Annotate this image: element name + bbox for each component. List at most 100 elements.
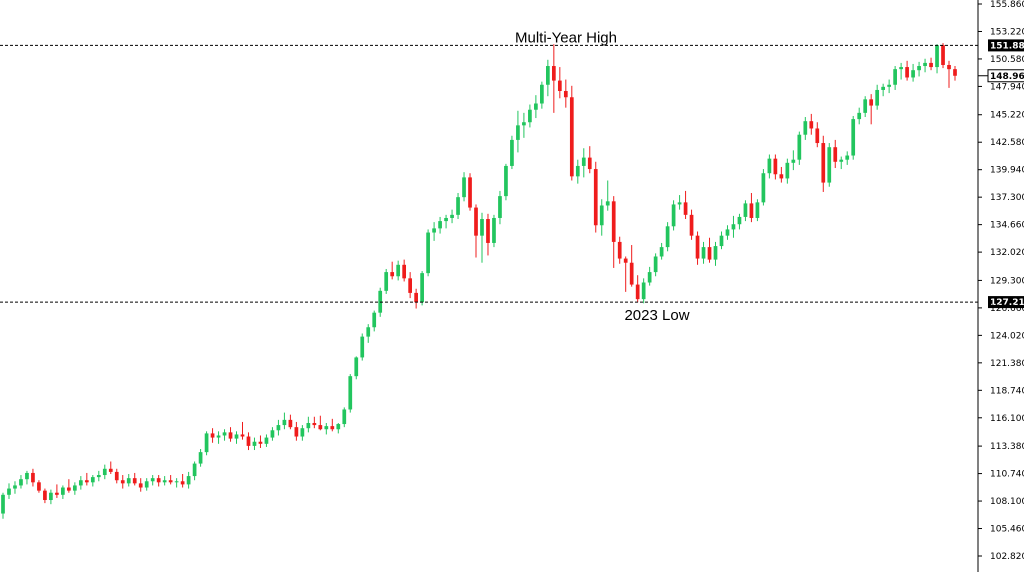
candle (605, 180, 610, 211)
candle-body (516, 125, 520, 140)
candle (623, 256, 628, 292)
candle-body (827, 147, 832, 183)
candle (31, 468, 35, 487)
candle-body (438, 221, 442, 229)
candle-body (629, 262, 634, 285)
candle-body (330, 426, 335, 430)
candle-body (641, 282, 646, 300)
candle (629, 245, 634, 287)
candle (701, 241, 706, 264)
y-tick-label: 118.740 (990, 386, 1024, 396)
candle (845, 151, 850, 165)
candle-body (498, 196, 502, 218)
candle (396, 260, 401, 281)
candle-body (204, 433, 209, 453)
candle-body (510, 139, 514, 166)
candle-body (174, 481, 179, 483)
candle (917, 61, 921, 77)
candle (210, 428, 215, 443)
y-tick-label: 155.860 (990, 0, 1024, 10)
candle-body (551, 66, 556, 81)
multi-year-high-price-tag (988, 39, 1024, 52)
candle-body (689, 214, 694, 236)
y-tick-label: 124.020 (990, 331, 1024, 341)
candle-body (420, 273, 424, 303)
candle-body (150, 478, 155, 482)
candle (114, 468, 119, 484)
candle (647, 266, 652, 286)
multi-year-high-price-label: 151.882 (990, 41, 1024, 51)
candle (510, 135, 514, 170)
candle-body (815, 128, 820, 144)
candle-body (144, 481, 149, 488)
candle-body (396, 264, 401, 277)
candle (258, 435, 263, 448)
candle (803, 117, 808, 140)
candle (270, 427, 275, 441)
candle-body (593, 169, 598, 226)
candle (306, 416, 311, 433)
candle-body (833, 147, 838, 162)
candle (516, 110, 520, 153)
candle (78, 476, 83, 490)
candle-body (534, 103, 538, 110)
candle-body (857, 112, 862, 120)
candle-body (731, 224, 736, 230)
candle (779, 166, 784, 183)
candle (821, 135, 826, 192)
candle (120, 475, 125, 489)
candle (192, 461, 197, 481)
y-tick-label: 142.580 (990, 138, 1024, 148)
candle-body (96, 475, 101, 478)
candle (737, 213, 742, 230)
candle-body (635, 284, 640, 300)
candle (132, 472, 137, 486)
candle (90, 475, 95, 487)
candle-body (384, 272, 389, 291)
2023-low-annotation: 2023 Low (624, 307, 689, 324)
candle (665, 222, 670, 252)
candle (557, 67, 562, 99)
candle-body (935, 45, 939, 68)
candle (953, 66, 957, 81)
candle-body (791, 159, 796, 163)
y-tick-label: 147.940 (990, 82, 1024, 92)
candle-body (893, 69, 897, 85)
candle-body (324, 426, 329, 430)
candle-body (486, 219, 490, 243)
candle-body (611, 201, 616, 242)
candle (366, 324, 371, 343)
candle-body (1, 494, 5, 514)
candle-body (587, 157, 592, 170)
candle-body (575, 165, 580, 177)
candle-body (665, 226, 670, 248)
candle (540, 81, 544, 109)
candle (198, 449, 203, 467)
candle (504, 163, 508, 201)
candle-body (43, 490, 47, 501)
candle-body (773, 158, 778, 175)
candle-body (49, 492, 53, 501)
candle (72, 482, 77, 495)
candle-body (905, 67, 909, 78)
candle (336, 422, 341, 434)
candle (43, 488, 47, 504)
candle (905, 60, 909, 81)
candle (204, 431, 209, 456)
candle (611, 196, 616, 268)
candle (7, 483, 11, 499)
candle-body (25, 472, 29, 480)
candle-body (55, 492, 59, 495)
candle (444, 214, 448, 229)
candle-body (366, 327, 371, 337)
candle (84, 472, 89, 486)
candle (312, 416, 317, 429)
candle (138, 478, 143, 492)
candle (593, 161, 598, 233)
candle (881, 83, 886, 97)
candle (282, 412, 287, 430)
candle (126, 473, 131, 487)
candle (947, 60, 951, 88)
candle (827, 143, 832, 187)
